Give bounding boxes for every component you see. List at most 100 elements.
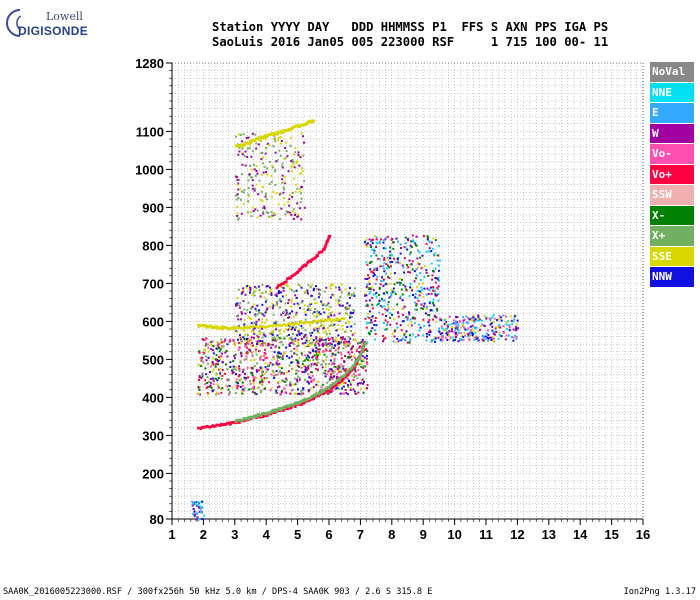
echo-point bbox=[255, 320, 258, 323]
echo-point bbox=[251, 387, 254, 390]
echo-point bbox=[249, 349, 252, 352]
echo-point bbox=[243, 337, 246, 340]
echo-point bbox=[317, 353, 320, 356]
echo-point bbox=[288, 344, 291, 347]
echo-point bbox=[318, 350, 321, 353]
echo-point bbox=[328, 324, 331, 327]
echo-point bbox=[269, 288, 272, 291]
echo-point bbox=[215, 372, 218, 375]
echo-point bbox=[448, 330, 451, 333]
echo-point bbox=[374, 319, 377, 322]
echo-point bbox=[324, 363, 327, 366]
echo-point bbox=[356, 384, 359, 387]
echo-point bbox=[283, 176, 286, 179]
echo-point bbox=[270, 211, 273, 214]
echo-point bbox=[473, 330, 476, 333]
echo-point bbox=[306, 289, 309, 292]
echo-point bbox=[270, 215, 273, 218]
echo-point bbox=[315, 287, 318, 290]
echo-point bbox=[342, 385, 345, 388]
echo-point bbox=[278, 337, 281, 340]
echo-point bbox=[428, 240, 431, 243]
echo-point bbox=[389, 261, 392, 264]
echo-point bbox=[353, 376, 356, 379]
echo-point bbox=[350, 294, 353, 297]
echo-point bbox=[272, 374, 275, 377]
echo-point bbox=[342, 382, 345, 385]
echo-point bbox=[427, 313, 430, 316]
echo-point bbox=[301, 169, 304, 172]
echo-point bbox=[320, 323, 323, 326]
echo-point bbox=[286, 285, 289, 288]
echo-point bbox=[463, 318, 466, 321]
echo-point bbox=[430, 339, 433, 342]
echo-point bbox=[375, 295, 378, 298]
echo-point bbox=[391, 292, 394, 295]
echo-point bbox=[330, 321, 333, 324]
echo-point bbox=[243, 154, 246, 157]
echo-point bbox=[258, 311, 261, 314]
echo-point bbox=[260, 312, 263, 315]
echo-point bbox=[251, 305, 254, 308]
echo-point bbox=[366, 242, 369, 245]
echo-point bbox=[199, 508, 202, 511]
echo-point bbox=[270, 330, 273, 333]
echo-point bbox=[253, 393, 256, 396]
echo-point bbox=[471, 327, 474, 330]
echo-point bbox=[396, 281, 399, 284]
echo-point bbox=[275, 301, 278, 304]
echo-point bbox=[216, 363, 219, 366]
echo-point bbox=[420, 307, 423, 310]
echo-point bbox=[365, 238, 368, 241]
echo-point bbox=[385, 236, 388, 239]
echo-point bbox=[405, 336, 408, 339]
echo-point bbox=[385, 282, 388, 285]
echo-point bbox=[362, 391, 365, 394]
echo-point bbox=[294, 328, 297, 331]
echo-point bbox=[380, 238, 383, 241]
echo-point bbox=[456, 332, 459, 335]
echo-point bbox=[290, 165, 293, 168]
echo-point bbox=[396, 326, 399, 329]
echo-point bbox=[512, 336, 515, 339]
echo-point bbox=[274, 337, 277, 340]
echo-point bbox=[255, 340, 258, 343]
echo-point bbox=[231, 372, 234, 375]
echo-point bbox=[311, 341, 314, 344]
echo-point bbox=[287, 333, 290, 336]
echo-point bbox=[405, 330, 408, 333]
x-tick-label: 2 bbox=[200, 527, 207, 542]
echo-point bbox=[434, 337, 437, 340]
echo-point bbox=[373, 293, 376, 296]
echo-point bbox=[417, 334, 420, 337]
echo-point bbox=[302, 364, 305, 367]
echo-point bbox=[408, 259, 411, 262]
echo-point bbox=[266, 307, 269, 310]
echo-point bbox=[261, 200, 264, 203]
echo-point bbox=[278, 291, 281, 294]
echo-point bbox=[249, 286, 252, 289]
trace-point bbox=[299, 321, 302, 324]
echo-point bbox=[312, 287, 315, 290]
echo-point bbox=[411, 289, 414, 292]
echo-point bbox=[218, 347, 221, 350]
echo-point bbox=[348, 353, 351, 356]
echo-point bbox=[309, 351, 312, 354]
echo-point bbox=[330, 368, 333, 371]
echo-point bbox=[413, 270, 416, 273]
echo-point bbox=[245, 337, 248, 340]
echo-point bbox=[426, 307, 429, 310]
echo-point bbox=[314, 302, 317, 305]
echo-point bbox=[279, 356, 282, 359]
echo-point bbox=[281, 358, 284, 361]
echo-point bbox=[255, 353, 258, 356]
echo-point bbox=[259, 331, 262, 334]
echo-point bbox=[278, 356, 281, 359]
x-tick-label: 11 bbox=[479, 527, 493, 542]
echo-point bbox=[294, 383, 297, 386]
echo-point bbox=[368, 317, 371, 320]
echo-point bbox=[198, 505, 201, 508]
echo-point bbox=[255, 287, 258, 290]
echo-point bbox=[295, 160, 298, 163]
echo-point bbox=[224, 351, 227, 354]
